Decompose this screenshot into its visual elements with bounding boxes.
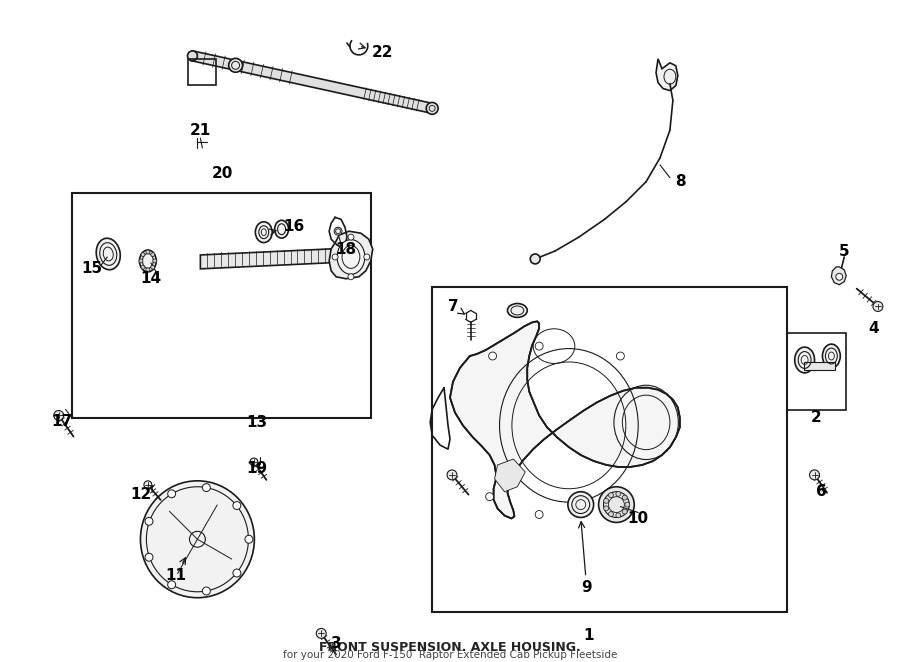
Circle shape bbox=[447, 470, 457, 480]
Circle shape bbox=[141, 253, 145, 257]
Circle shape bbox=[153, 259, 157, 263]
Text: 15: 15 bbox=[81, 261, 102, 276]
Circle shape bbox=[245, 536, 253, 544]
Text: 18: 18 bbox=[336, 242, 356, 257]
Text: 22: 22 bbox=[358, 43, 393, 60]
Circle shape bbox=[608, 512, 614, 516]
Polygon shape bbox=[450, 321, 680, 518]
Ellipse shape bbox=[140, 481, 255, 598]
Ellipse shape bbox=[140, 250, 157, 272]
Circle shape bbox=[348, 234, 354, 240]
Circle shape bbox=[530, 254, 540, 264]
Circle shape bbox=[568, 492, 594, 518]
Circle shape bbox=[604, 506, 608, 511]
Circle shape bbox=[146, 268, 150, 272]
Circle shape bbox=[598, 487, 634, 522]
Circle shape bbox=[427, 103, 438, 115]
Text: for your 2020 Ford F-150  Raptor Extended Cab Pickup Fleetside: for your 2020 Ford F-150 Raptor Extended… bbox=[283, 650, 617, 660]
Circle shape bbox=[250, 458, 257, 466]
Circle shape bbox=[616, 513, 621, 518]
Circle shape bbox=[187, 51, 197, 61]
Bar bbox=[432, 287, 787, 612]
Polygon shape bbox=[495, 459, 526, 492]
Circle shape bbox=[486, 493, 493, 500]
Text: 12: 12 bbox=[130, 487, 151, 502]
Circle shape bbox=[616, 352, 625, 360]
Circle shape bbox=[810, 470, 820, 480]
Circle shape bbox=[316, 628, 326, 638]
Text: 17: 17 bbox=[51, 414, 72, 429]
Circle shape bbox=[622, 509, 627, 514]
Text: 16: 16 bbox=[269, 218, 304, 235]
Text: 3: 3 bbox=[331, 636, 341, 651]
Text: 4: 4 bbox=[868, 321, 879, 336]
Circle shape bbox=[144, 481, 152, 489]
Circle shape bbox=[332, 254, 338, 260]
Circle shape bbox=[608, 493, 614, 498]
Ellipse shape bbox=[795, 347, 815, 373]
Circle shape bbox=[145, 518, 153, 525]
Ellipse shape bbox=[823, 344, 841, 368]
Ellipse shape bbox=[274, 220, 289, 238]
Text: 2: 2 bbox=[811, 410, 822, 425]
Circle shape bbox=[151, 253, 155, 257]
Circle shape bbox=[836, 273, 842, 280]
Circle shape bbox=[54, 410, 64, 420]
Text: 1: 1 bbox=[583, 628, 594, 643]
Circle shape bbox=[151, 265, 155, 269]
Circle shape bbox=[229, 58, 242, 72]
Circle shape bbox=[616, 491, 621, 496]
Ellipse shape bbox=[338, 240, 364, 274]
Polygon shape bbox=[329, 231, 373, 279]
Circle shape bbox=[233, 502, 241, 510]
Text: FRONT SUSPENSION. AXLE HOUSING.: FRONT SUSPENSION. AXLE HOUSING. bbox=[320, 641, 580, 654]
Circle shape bbox=[625, 502, 630, 507]
Text: 13: 13 bbox=[247, 415, 267, 430]
Text: 6: 6 bbox=[816, 484, 827, 499]
Text: 8: 8 bbox=[676, 174, 686, 189]
Circle shape bbox=[202, 587, 211, 595]
Bar bbox=[804, 362, 835, 370]
Circle shape bbox=[139, 259, 143, 263]
Ellipse shape bbox=[96, 238, 121, 269]
Polygon shape bbox=[192, 51, 433, 113]
Circle shape bbox=[167, 581, 176, 589]
Circle shape bbox=[145, 553, 153, 561]
Text: 21: 21 bbox=[190, 122, 211, 138]
Circle shape bbox=[536, 510, 543, 518]
Circle shape bbox=[146, 250, 150, 254]
Text: 19: 19 bbox=[247, 461, 267, 477]
Text: 7: 7 bbox=[447, 299, 464, 314]
Circle shape bbox=[233, 569, 241, 577]
Circle shape bbox=[348, 274, 354, 280]
Circle shape bbox=[536, 342, 543, 350]
Bar bbox=[787, 333, 846, 410]
Text: 14: 14 bbox=[140, 271, 161, 286]
Circle shape bbox=[489, 352, 497, 360]
Circle shape bbox=[604, 498, 608, 503]
Circle shape bbox=[873, 301, 883, 311]
Text: 5: 5 bbox=[839, 244, 850, 259]
Bar bbox=[72, 193, 371, 418]
Text: 10: 10 bbox=[627, 511, 649, 526]
Ellipse shape bbox=[256, 222, 272, 242]
Circle shape bbox=[141, 265, 145, 269]
Circle shape bbox=[167, 490, 176, 498]
Bar bbox=[188, 59, 216, 85]
Text: 11: 11 bbox=[165, 558, 186, 583]
Text: 20: 20 bbox=[212, 166, 233, 181]
Polygon shape bbox=[832, 267, 846, 285]
Circle shape bbox=[202, 484, 211, 491]
Text: 9: 9 bbox=[579, 522, 592, 595]
Polygon shape bbox=[656, 59, 678, 91]
Circle shape bbox=[364, 254, 370, 260]
Polygon shape bbox=[201, 248, 349, 269]
Ellipse shape bbox=[508, 303, 527, 317]
Circle shape bbox=[334, 227, 342, 235]
Circle shape bbox=[622, 495, 627, 500]
